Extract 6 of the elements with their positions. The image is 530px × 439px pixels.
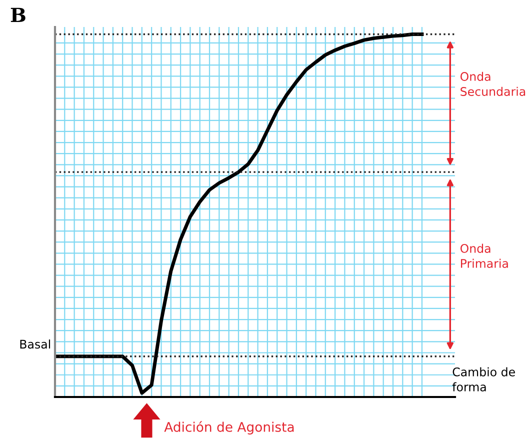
text: Onda Secundaria xyxy=(460,72,526,96)
text: Adición de Agonista xyxy=(164,421,294,434)
chart-title: B xyxy=(10,8,26,22)
text: Onda Primaria xyxy=(460,244,508,268)
text: Cambio de forma xyxy=(452,367,515,392)
text: Basal xyxy=(20,340,50,349)
